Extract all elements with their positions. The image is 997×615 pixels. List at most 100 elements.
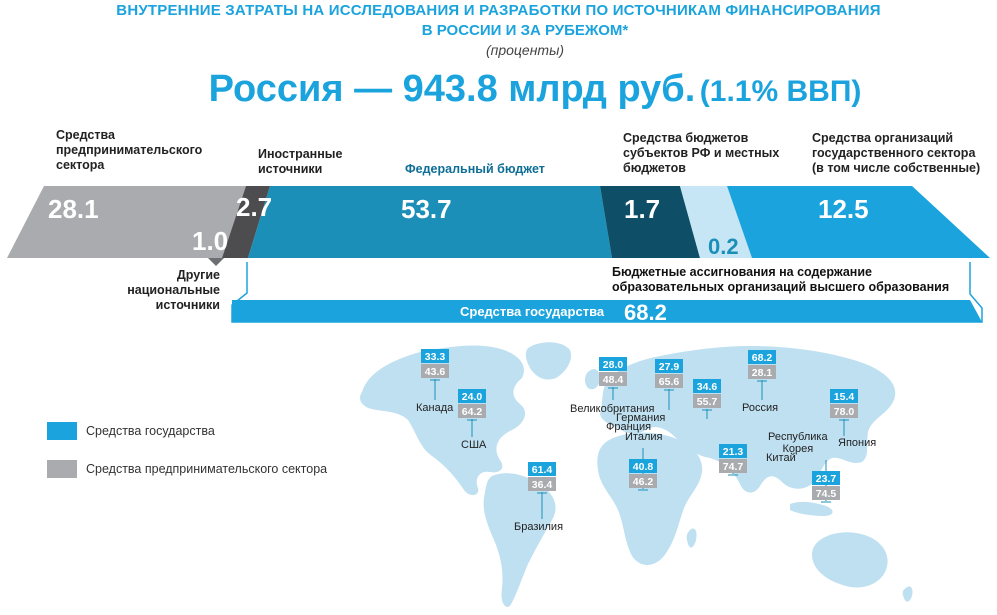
country-label-russia: Россия: [742, 402, 779, 414]
country-label-canada: Канада: [416, 402, 454, 414]
continent-north-america: [360, 345, 526, 496]
badge-state-germany: [655, 359, 683, 373]
country-label-china: Китай: [766, 452, 796, 464]
badge-business-brazil: [528, 477, 556, 491]
funding-funnel-chart: 28.1 1.0 2.7 53.7 1.7 0.2 12.5 Средства государ…: [7, 186, 990, 325]
country-label-germany: Германия: [616, 412, 666, 424]
badge-business-france: [693, 394, 721, 408]
legend-swatch-state: [47, 422, 77, 440]
legend-label-business: Средства предпринимательского сектора: [86, 462, 328, 476]
country-label-france: Франция: [606, 421, 652, 433]
badge-state-brazil: [528, 462, 556, 476]
value-higher-ed: 0.2: [708, 234, 739, 259]
island-new-zealand: [902, 586, 913, 602]
badge-state-value-korea: 23.7: [816, 473, 837, 485]
legend-swatch-business: [47, 460, 77, 478]
badge-state-uk: [599, 357, 627, 371]
badge-business-usa: [458, 404, 486, 418]
badge-state-japan: [830, 389, 858, 403]
value-state-orgs: 12.5: [818, 194, 869, 224]
country-label-uk: Великобритания: [570, 403, 655, 415]
chart-title: ВНУТРЕННИЕ ЗАТРАТЫ НА ИССЛЕДОВАНИЯ И РАЗ…: [116, 2, 881, 19]
total-label: Средства государства: [460, 304, 605, 319]
badge-business-uk: [599, 372, 627, 386]
bar-business: [7, 186, 246, 258]
badge-state-usa: [458, 389, 486, 403]
badge-business-value-russia: 28.1: [752, 367, 773, 379]
badge-business-value-china: 74.7: [723, 461, 744, 473]
headline-sub: (1.1% ВВП): [699, 75, 862, 108]
value-foreign: 2.7: [236, 192, 272, 222]
bar-higher-ed: [680, 186, 752, 258]
label-foreign: Иностранные источники: [258, 147, 343, 176]
badge-state-value-germany: 27.9: [659, 361, 680, 373]
legend-label-state: Средства государства: [86, 424, 215, 438]
value-regional: 1.7: [624, 194, 660, 224]
badge-state-value-canada: 33.3: [425, 351, 446, 363]
country-label-usa: США: [461, 439, 487, 451]
label-regional: Средства бюджетов субъектов РФ и местных б…: [623, 131, 780, 175]
country-label-italy: Италия: [625, 431, 663, 443]
badge-state-value-usa: 24.0: [462, 391, 483, 403]
chart-title-line2: В РОССИИ И ЗА РУБЕЖОМ*: [421, 22, 629, 39]
continent-australia: [812, 532, 888, 588]
continent-africa: [597, 432, 703, 565]
value-other-national: 1.0: [192, 226, 228, 256]
continent-south-america: [483, 473, 556, 607]
badge-state-canada: [421, 349, 449, 363]
country-label-brazil: Бразилия: [514, 521, 564, 533]
bar-federal: [248, 186, 612, 258]
badge-business-korea: [812, 486, 840, 500]
total-value: 68.2: [624, 300, 667, 325]
badge-business-value-germany: 65.6: [659, 376, 680, 388]
continent-greenland: [525, 342, 572, 380]
badge-state-value-uk: 28.0: [603, 359, 624, 371]
badge-state-value-russia: 68.2: [752, 352, 773, 364]
badge-state-italy: [629, 459, 657, 473]
badge-business-value-korea: 74.5: [816, 488, 837, 500]
badge-business-value-japan: 78.0: [834, 406, 855, 418]
bar-state-total: [232, 300, 982, 322]
label-other-national: Другие национальные источники: [127, 268, 220, 312]
label-state-orgs: Средства организаций государственного сек…: [812, 131, 981, 175]
badge-business-italy: [629, 474, 657, 488]
badge-business-value-italy: 46.2: [633, 476, 654, 488]
badge-business-value-usa: 64.2: [462, 406, 483, 418]
badge-business-china: [719, 459, 747, 473]
badge-business-japan: [830, 404, 858, 418]
badge-business-value-canada: 43.6: [425, 366, 446, 378]
badge-business-canada: [421, 364, 449, 378]
badge-business-value-uk: 48.4: [603, 374, 624, 386]
island-madagascar: [686, 528, 697, 548]
country-label-japan: Япония: [838, 437, 877, 449]
badge-state-russia: [748, 350, 776, 364]
bar-regional: [600, 186, 700, 258]
value-business: 28.1: [48, 194, 99, 224]
badge-business-value-france: 55.7: [697, 396, 718, 408]
badge-state-value-france: 34.6: [697, 381, 718, 393]
badge-state-value-china: 21.3: [723, 446, 744, 458]
label-federal: Федеральный бюджет: [405, 162, 545, 176]
headline-main: Россия — 943.8 млрд руб.: [208, 68, 696, 110]
bar-foreign: [222, 186, 270, 258]
bar-state-orgs: [727, 186, 990, 258]
badge-state-value-japan: 15.4: [834, 391, 855, 403]
headline: Россия — 943.8 млрд руб. (1.1% ВВП): [0, 68, 997, 111]
value-federal: 53.7: [401, 194, 452, 224]
badge-state-value-brazil: 61.4: [532, 464, 553, 476]
badge-business-value-brazil: 36.4: [532, 479, 553, 491]
badge-state-value-italy: 40.8: [633, 461, 654, 473]
island-japan: [844, 438, 857, 460]
bar-other-national: [208, 258, 224, 266]
islands-indonesia: [790, 501, 833, 516]
label-higher-ed: Бюджетные ассигнования на содержание обра…: [612, 265, 950, 294]
island-uk: [585, 369, 600, 390]
badge-state-france: [693, 379, 721, 393]
badge-business-germany: [655, 374, 683, 388]
chart-subtitle: (проценты): [485, 42, 565, 58]
badge-state-korea: [812, 471, 840, 485]
badge-state-china: [719, 444, 747, 458]
label-business: Средства предпринимательского сектора: [56, 128, 203, 172]
badge-business-russia: [748, 365, 776, 379]
